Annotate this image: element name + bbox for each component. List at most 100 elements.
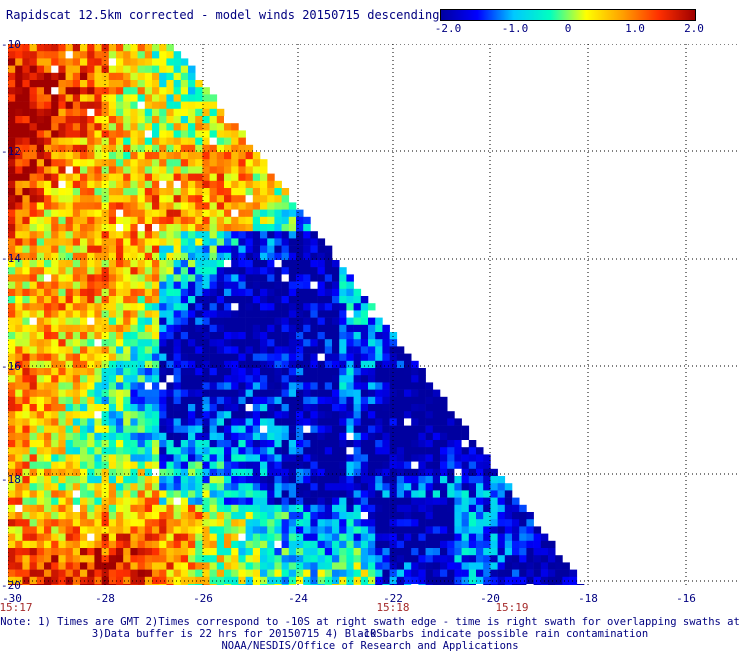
wind-cell <box>216 569 225 578</box>
wind-cell <box>468 569 477 578</box>
wind-cell <box>224 216 232 225</box>
wind-cell <box>332 584 340 585</box>
wind-cell <box>87 418 95 426</box>
wind-cell <box>166 519 174 527</box>
wind-cell <box>317 396 326 405</box>
wind-cell <box>72 116 81 124</box>
wind-cell <box>209 274 218 282</box>
wind-cell <box>281 512 290 520</box>
wind-cell <box>152 310 160 318</box>
wind-cell <box>188 310 196 318</box>
wind-cell <box>44 116 52 124</box>
wind-cell <box>346 540 354 549</box>
wind-cell <box>461 476 470 484</box>
wind-cell <box>108 533 117 542</box>
wind-cell <box>281 432 290 441</box>
wind-cell <box>137 404 146 412</box>
wind-cell <box>188 245 196 254</box>
wind-cell <box>65 224 74 232</box>
wind-cell <box>72 267 81 275</box>
wind-cell <box>281 224 290 232</box>
wind-cell <box>310 260 318 268</box>
wind-cell <box>29 310 38 318</box>
wind-cell <box>317 389 326 398</box>
wind-cell <box>51 224 59 232</box>
wind-cell <box>8 432 16 441</box>
wind-cell <box>339 432 347 441</box>
wind-cell <box>209 267 218 275</box>
wind-cell <box>36 209 45 218</box>
wind-cell <box>108 512 117 520</box>
wind-cell <box>108 468 117 477</box>
wind-cell <box>231 281 239 290</box>
wind-cell <box>44 260 52 268</box>
wind-cell <box>188 166 196 174</box>
wind-cell <box>72 483 81 491</box>
wind-cell <box>36 267 45 275</box>
wind-cell <box>231 540 239 549</box>
wind-cell <box>166 526 174 534</box>
wind-cell <box>504 540 513 549</box>
wind-cell <box>159 58 167 66</box>
wind-cell <box>454 562 462 570</box>
wind-cell <box>267 281 275 290</box>
wind-cell <box>51 87 59 95</box>
wind-cell <box>353 339 362 347</box>
wind-cell <box>72 144 81 153</box>
wind-cell <box>123 440 131 448</box>
wind-cell <box>152 224 160 232</box>
wind-cell <box>44 231 52 239</box>
wind-cell <box>44 44 52 52</box>
wind-cell <box>36 353 45 362</box>
wind-cell <box>94 540 102 549</box>
wind-cell <box>58 339 66 347</box>
wind-cell <box>173 548 182 556</box>
wind-cell <box>274 281 282 290</box>
wind-cell <box>540 540 549 549</box>
wind-cell <box>8 540 16 549</box>
wind-cell <box>317 332 326 340</box>
wind-cell <box>468 512 477 520</box>
wind-cell <box>80 476 88 484</box>
wind-cell <box>360 483 369 491</box>
wind-cell <box>180 188 189 196</box>
wind-cell <box>36 339 45 347</box>
wind-cell <box>123 339 131 347</box>
wind-cell <box>173 324 182 333</box>
wind-cell <box>224 144 232 153</box>
wind-cell <box>29 353 38 362</box>
wind-cell <box>137 274 146 282</box>
wind-cell <box>476 526 484 534</box>
wind-cell <box>94 188 102 196</box>
wind-cell <box>195 375 203 383</box>
wind-cell <box>238 584 246 585</box>
wind-cell <box>130 396 138 405</box>
wind-cell <box>144 288 153 297</box>
wind-cell <box>317 404 326 412</box>
wind-cell <box>447 504 455 513</box>
wind-cell <box>360 418 369 426</box>
wind-cell <box>144 202 153 210</box>
wind-cell <box>468 483 477 491</box>
wind-cell <box>548 584 556 585</box>
wind-cell <box>29 555 38 563</box>
wind-cell <box>231 144 239 153</box>
wind-cell <box>166 216 174 225</box>
wind-cell <box>317 440 326 448</box>
wind-cell <box>116 346 124 354</box>
wind-cell <box>324 569 333 578</box>
wind-cell <box>58 310 66 318</box>
wind-cell <box>224 317 232 326</box>
wind-cell <box>411 375 419 383</box>
wind-cell <box>375 432 383 441</box>
wind-cell <box>108 382 117 390</box>
wind-cell <box>180 425 189 434</box>
wind-cell <box>281 317 290 326</box>
wind-cell <box>116 195 124 203</box>
wind-cell <box>180 555 189 563</box>
wind-cell <box>476 519 484 527</box>
wind-cell <box>94 281 102 290</box>
wind-cell <box>8 576 16 585</box>
wind-cell <box>152 281 160 290</box>
wind-cell <box>173 519 182 527</box>
